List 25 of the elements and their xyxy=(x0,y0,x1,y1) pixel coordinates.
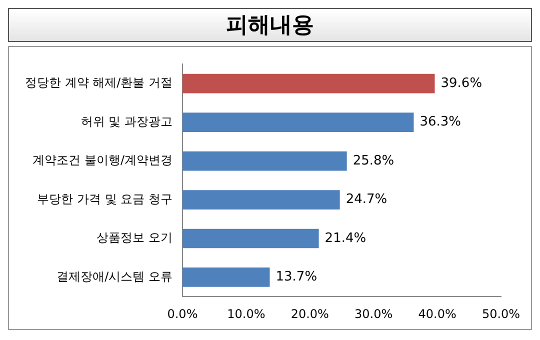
data-label: 13.7% xyxy=(276,270,318,285)
data-label: 24.7% xyxy=(346,192,388,208)
y-tick-label: 상품정보 오기 xyxy=(96,230,172,245)
data-label: 36.3% xyxy=(420,114,462,130)
chart-title: 피해내용 xyxy=(8,8,532,42)
bar xyxy=(182,228,319,248)
data-label: 21.4% xyxy=(324,230,366,246)
y-tick-label: 계약조건 불이행/계약변경 xyxy=(32,153,172,168)
data-label: 39.6% xyxy=(440,76,482,91)
bar xyxy=(182,190,340,210)
y-tick-label: 허위 및 과장광고 xyxy=(80,114,172,128)
bar xyxy=(182,74,435,94)
data-label: 25.8% xyxy=(352,153,394,168)
y-tick-label: 정당한 계약 해제/환불 거절 xyxy=(24,76,172,90)
x-tick-label: 50.0% xyxy=(482,306,520,321)
x-tick-label: 20.0% xyxy=(290,306,329,321)
y-tick-label: 결제장애/시스템 오류 xyxy=(56,269,172,284)
x-tick-label: 40.0% xyxy=(418,306,456,321)
bar xyxy=(182,268,270,287)
y-tick-label: 부당한 가격 및 요금 청구 xyxy=(37,192,172,206)
x-tick-label: 10.0% xyxy=(227,306,266,321)
x-tick-label: 30.0% xyxy=(354,306,393,321)
bar xyxy=(182,151,347,171)
x-tick-label: 0.0% xyxy=(167,306,198,321)
bar xyxy=(182,112,414,132)
